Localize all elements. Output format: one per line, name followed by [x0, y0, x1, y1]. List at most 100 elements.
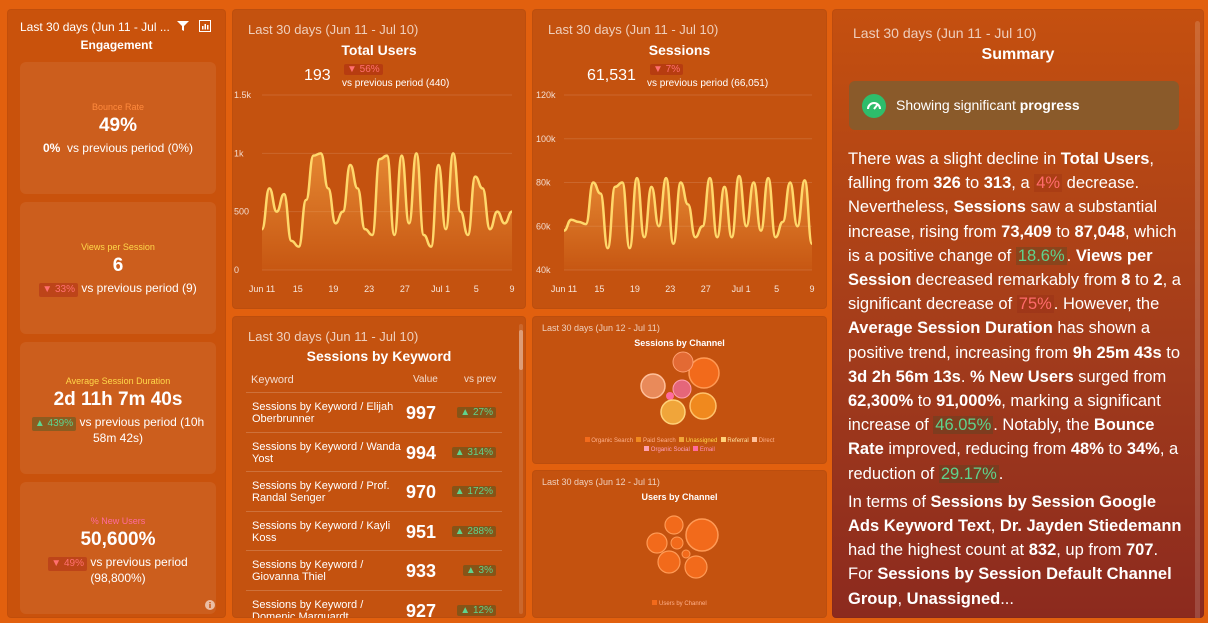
- x-tick-label: 27: [400, 284, 410, 294]
- views-per-session-card: Views per Session 6 ▼ 33% vs previous pe…: [20, 202, 216, 334]
- table-row[interactable]: Sessions by Keyword / Wanda Yost 994 ▲ 314…: [246, 432, 502, 472]
- x-tick-label: 19: [328, 284, 338, 294]
- x-tick-label: 9: [809, 284, 814, 294]
- panel-title: Sessions by Channel: [634, 338, 725, 348]
- col-prev: vs prev: [464, 374, 497, 385]
- card-value: 6: [112, 255, 124, 276]
- card-compare: 0% vs previous period (0%): [42, 141, 194, 155]
- y-tick-label: 120k: [536, 90, 556, 100]
- x-tick-label: Jul 1: [431, 284, 450, 294]
- x-tick-label: 9: [509, 284, 514, 294]
- legend-item[interactable]: Unassigned: [679, 437, 717, 444]
- card-value: 2d 11h 7m 40s: [53, 389, 183, 410]
- panel-title: Sessions: [648, 42, 711, 58]
- filter-icon[interactable]: [177, 20, 189, 32]
- info-icon[interactable]: [205, 600, 215, 610]
- total-users-chart: 0 500 1k 1.5k Jun 11 15 19 23 27 Jul 1 5 9: [234, 90, 515, 294]
- legend-item[interactable]: Organic Search: [584, 437, 633, 444]
- panel-period: Last 30 days (Jun 12 - Jul 11): [542, 323, 660, 333]
- panel-title: Sessions by Keyword: [306, 348, 452, 364]
- card-label: Bounce Rate: [91, 102, 145, 112]
- chart-icon[interactable]: [199, 20, 211, 32]
- scrollbar[interactable]: [1195, 21, 1200, 618]
- progress-badge: Showing significant progress: [849, 81, 1179, 130]
- table-row[interactable]: Sessions by Keyword / Domenic Marquardt 9…: [246, 590, 502, 618]
- table-row[interactable]: Sessions by Keyword / Kayli Koss 951 ▲ 288…: [246, 511, 502, 551]
- panel-title: Summary: [981, 46, 1055, 63]
- x-tick-label: 15: [293, 284, 303, 294]
- panel-period: Last 30 days (Jun 11 - Jul 10): [248, 329, 419, 344]
- gauge-icon: [862, 94, 886, 118]
- sessions-bubble-chart: [640, 351, 720, 425]
- panel-title: Users by Channel: [641, 492, 718, 502]
- table-row[interactable]: Sessions by Keyword / Giovanna Thiel 933 ▲…: [246, 550, 502, 590]
- summary-text: There was a slight decline in Total User…: [848, 150, 1182, 608]
- table-row[interactable]: Sessions by Keyword / Elijah Oberbrunner…: [246, 392, 502, 432]
- sessions-panel: Last 30 days (Jun 11 - Jul 10) Sessions …: [532, 9, 827, 309]
- y-tick-label: 500: [234, 207, 249, 217]
- total-users-panel: Last 30 days (Jun 11 - Jul 10) Total Use…: [232, 9, 526, 309]
- avg-session-duration-card: Average Session Duration 2d 11h 7m 40s ▲…: [20, 342, 216, 474]
- legend-item[interactable]: Direct: [752, 437, 774, 444]
- card-compare: ▼ 33% vs previous period (9): [20, 281, 216, 297]
- sessions-by-channel-panel: Last 30 days (Jun 12 - Jul 11) Sessions …: [532, 316, 827, 464]
- scrollbar[interactable]: [519, 324, 523, 614]
- card-label: Views per Session: [81, 242, 155, 252]
- y-tick-label: 60k: [536, 221, 551, 231]
- card-value: 49%: [98, 115, 138, 136]
- x-tick-label: 5: [774, 284, 779, 294]
- summary-panel: Last 30 days (Jun 11 - Jul 10) Summary S…: [832, 9, 1204, 618]
- chart-legend: Organic Search Paid Search Unassigned Re…: [552, 437, 807, 455]
- panel-period: Last 30 days (Jun 12 - Jul 11): [542, 477, 660, 487]
- y-tick-label: 40k: [536, 265, 551, 275]
- legend-item[interactable]: Referral: [720, 437, 749, 444]
- progress-text: Showing significant progress: [896, 97, 1080, 113]
- card-value: 50,600%: [80, 529, 156, 550]
- users-bubble-chart: [646, 515, 719, 579]
- card-compare: ▲ 439% vs previous period (10h 58m 42s): [20, 415, 216, 445]
- compare-text: vs previous period (66,051): [647, 78, 769, 89]
- legend-item[interactable]: Organic Social: [644, 446, 690, 453]
- y-tick-label: 80k: [536, 178, 551, 188]
- x-tick-label: 23: [364, 284, 374, 294]
- panel-period: Last 30 days (Jun 11 - Jul 10): [548, 22, 719, 37]
- metric-value: 193: [304, 67, 331, 84]
- x-tick-label: Jun 11: [249, 284, 275, 294]
- legend-item[interactable]: Users by Channel: [532, 600, 827, 607]
- col-keyword: Keyword: [251, 374, 294, 386]
- panel-period: Last 30 days (Jun 11 - Jul 10): [248, 22, 419, 37]
- legend-item[interactable]: Email: [693, 446, 715, 453]
- x-tick-label: 23: [665, 284, 675, 294]
- engagement-period: Last 30 days (Jun 11 - Jul ...: [20, 20, 170, 34]
- card-compare: ▼ 49% vs previous period (98,800%): [20, 555, 216, 585]
- users-by-channel-panel: Last 30 days (Jun 12 - Jul 11) Users by …: [532, 470, 827, 618]
- engagement-panel: Last 30 days (Jun 11 - Jul ... Engagemen…: [7, 9, 226, 618]
- x-tick-label: 27: [701, 284, 711, 294]
- legend-item[interactable]: Paid Search: [636, 437, 676, 444]
- compare-text: vs previous period (440): [342, 78, 450, 89]
- table-row[interactable]: Sessions by Keyword / Prof. Randal Senge…: [246, 471, 502, 511]
- x-tick-label: 19: [630, 284, 640, 294]
- y-tick-label: 1k: [234, 148, 244, 158]
- y-tick-label: 1.5k: [234, 90, 252, 100]
- change-badge: ▼ 7%: [650, 64, 684, 75]
- x-tick-label: Jul 1: [732, 284, 751, 294]
- sessions-by-keyword-panel: Last 30 days (Jun 11 - Jul 10) Sessions …: [232, 316, 526, 618]
- change-badge: ▼ 56%: [344, 64, 383, 75]
- col-value: Value: [413, 374, 438, 385]
- y-tick-label: 100k: [536, 134, 556, 144]
- metric-value: 61,531: [587, 67, 636, 84]
- sessions-chart: 40k 60k 80k 100k 120k Jun 11 15 19 23 27 Jul 1 5 9: [536, 90, 815, 294]
- x-tick-label: 15: [594, 284, 604, 294]
- x-tick-label: 5: [474, 284, 479, 294]
- card-label: Average Session Duration: [65, 376, 171, 386]
- card-label: % New Users: [90, 516, 146, 526]
- series-area: [262, 153, 512, 270]
- panel-period: Last 30 days (Jun 11 - Jul 10): [853, 25, 1037, 41]
- y-tick-label: 0: [234, 265, 239, 275]
- series-area: [564, 175, 812, 270]
- x-tick-label: Jun 11: [551, 284, 577, 294]
- new-users-card: % New Users 50,600% ▼ 49% vs previous pe…: [20, 482, 216, 614]
- series-line: [260, 152, 513, 248]
- panel-title: Total Users: [341, 42, 417, 58]
